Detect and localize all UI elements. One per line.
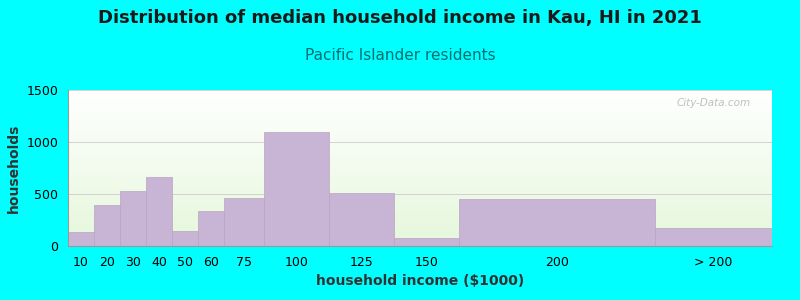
Bar <box>263 132 329 246</box>
Bar <box>654 228 772 246</box>
Text: Distribution of median household income in Kau, HI in 2021: Distribution of median household income … <box>98 9 702 27</box>
X-axis label: household income ($1000): household income ($1000) <box>316 274 524 288</box>
Bar <box>459 199 654 246</box>
Text: Pacific Islander residents: Pacific Islander residents <box>305 48 495 63</box>
Bar <box>94 206 120 246</box>
Bar <box>329 194 394 246</box>
Bar <box>198 211 225 246</box>
Bar <box>120 191 146 246</box>
Y-axis label: households: households <box>7 123 21 213</box>
Bar <box>394 238 459 246</box>
Text: City-Data.com: City-Data.com <box>677 98 751 108</box>
Bar <box>172 231 198 246</box>
Bar <box>68 232 94 246</box>
Bar <box>146 177 172 246</box>
Bar <box>225 198 263 246</box>
